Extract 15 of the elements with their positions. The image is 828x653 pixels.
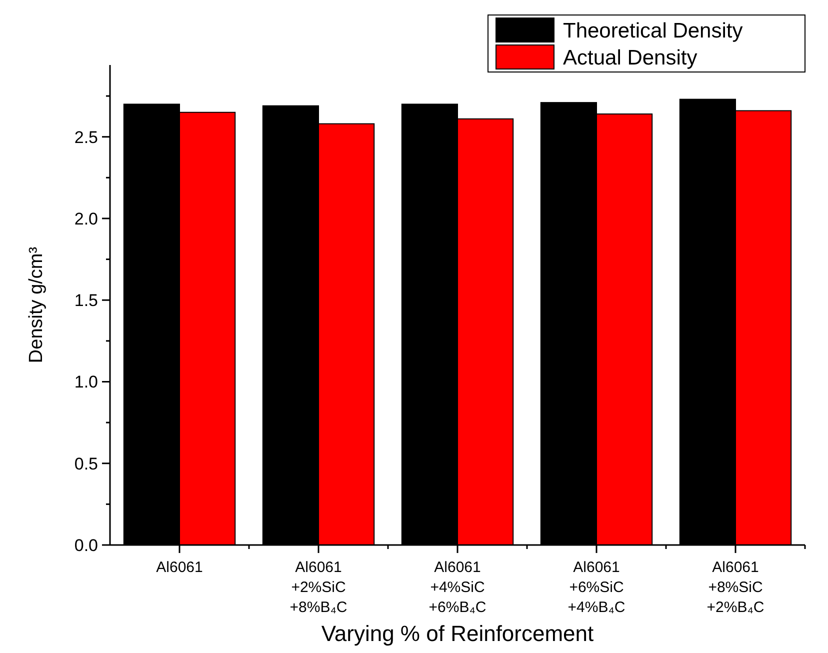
y-tick-label: 1.5 bbox=[74, 291, 98, 310]
y-tick-label: 0.5 bbox=[74, 454, 98, 474]
x-tick-label: Al6061 bbox=[156, 559, 203, 576]
x-tick-label: Al6061 +4%SiC +6%B₄C bbox=[428, 559, 486, 616]
y-tick-label: 0.0 bbox=[74, 536, 98, 555]
x-tick-label: Al6061 +8%SiC +2%B₄C bbox=[706, 559, 764, 616]
x-axis-title: Varying % of Reinforcement bbox=[321, 621, 594, 646]
x-tick-label: Al6061 +6%SiC +4%B₄C bbox=[568, 559, 626, 616]
legend-label: Theoretical Density bbox=[563, 19, 744, 42]
legend-label: Actual Density bbox=[563, 46, 698, 70]
y-axis-title: Density g/cm³ bbox=[26, 246, 47, 364]
y-tick-label: 2.0 bbox=[74, 209, 98, 228]
y-tick-label: 2.5 bbox=[74, 128, 98, 147]
x-tick-label: Al6061 +2%SiC +8%B₄C bbox=[290, 559, 348, 616]
y-tick-label: 1.0 bbox=[74, 372, 98, 392]
